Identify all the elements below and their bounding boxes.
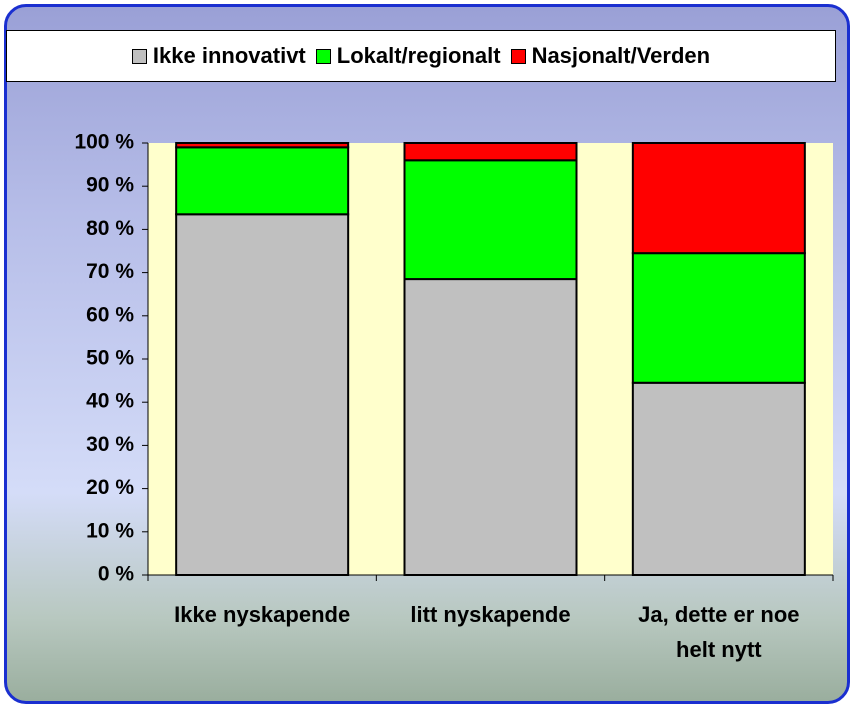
- y-tick-label: 100 %: [74, 131, 134, 154]
- y-tick-label: 80 %: [86, 217, 134, 240]
- y-tick-label: 10 %: [86, 519, 134, 542]
- legend-item: Ikke innovativt: [131, 43, 306, 69]
- x-tick-label: Ikke nyskapende: [174, 602, 351, 627]
- legend-label: Lokalt/regionalt: [336, 43, 501, 68]
- y-tick-label: 30 %: [86, 433, 134, 456]
- y-tick-label: 70 %: [86, 260, 134, 283]
- bar-segment: [631, 252, 806, 384]
- bar-segment: [631, 142, 806, 255]
- legend-item: Lokalt/regionalt: [315, 43, 501, 69]
- y-tick-label: 50 %: [86, 347, 134, 370]
- bar-segment: [631, 381, 806, 577]
- x-tick-label: Ja, dette er noe helt nytt: [638, 602, 800, 662]
- legend-swatch: [315, 48, 331, 64]
- bar-segment: [403, 142, 578, 162]
- y-tick-label: 40 %: [86, 390, 134, 413]
- legend-swatch: [510, 48, 526, 64]
- y-tick-label: 60 %: [86, 303, 134, 326]
- x-tick-label: litt nyskapende: [410, 602, 571, 627]
- legend-item: Nasjonalt/Verden: [510, 43, 711, 69]
- legend-swatch: [131, 48, 147, 64]
- y-tick-label: 90 %: [86, 174, 134, 197]
- y-tick-label: 0 %: [98, 563, 135, 586]
- y-tick-label: 20 %: [86, 476, 134, 499]
- legend-label: Nasjonalt/Verden: [531, 43, 711, 68]
- legend: Ikke innovativt Lokalt/regionalt Nasjonalt…: [6, 30, 836, 82]
- legend-label: Ikke innovativt: [152, 43, 306, 68]
- bar-segment: [175, 146, 350, 216]
- bar-segment: [175, 142, 350, 149]
- bar-segment: [403, 159, 578, 281]
- bar-segment: [403, 278, 578, 576]
- bar-segment: [175, 213, 350, 576]
